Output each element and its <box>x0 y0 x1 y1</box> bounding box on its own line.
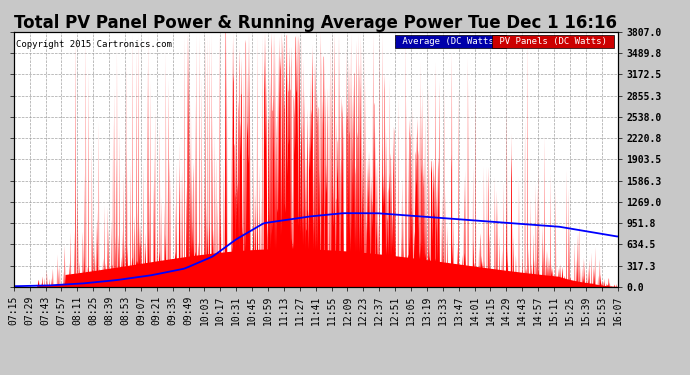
Text: Copyright 2015 Cartronics.com: Copyright 2015 Cartronics.com <box>16 39 172 48</box>
Title: Total PV Panel Power & Running Average Power Tue Dec 1 16:16: Total PV Panel Power & Running Average P… <box>14 14 617 32</box>
Text: Average (DC Watts): Average (DC Watts) <box>397 37 504 46</box>
Text: PV Panels (DC Watts): PV Panels (DC Watts) <box>494 37 612 46</box>
